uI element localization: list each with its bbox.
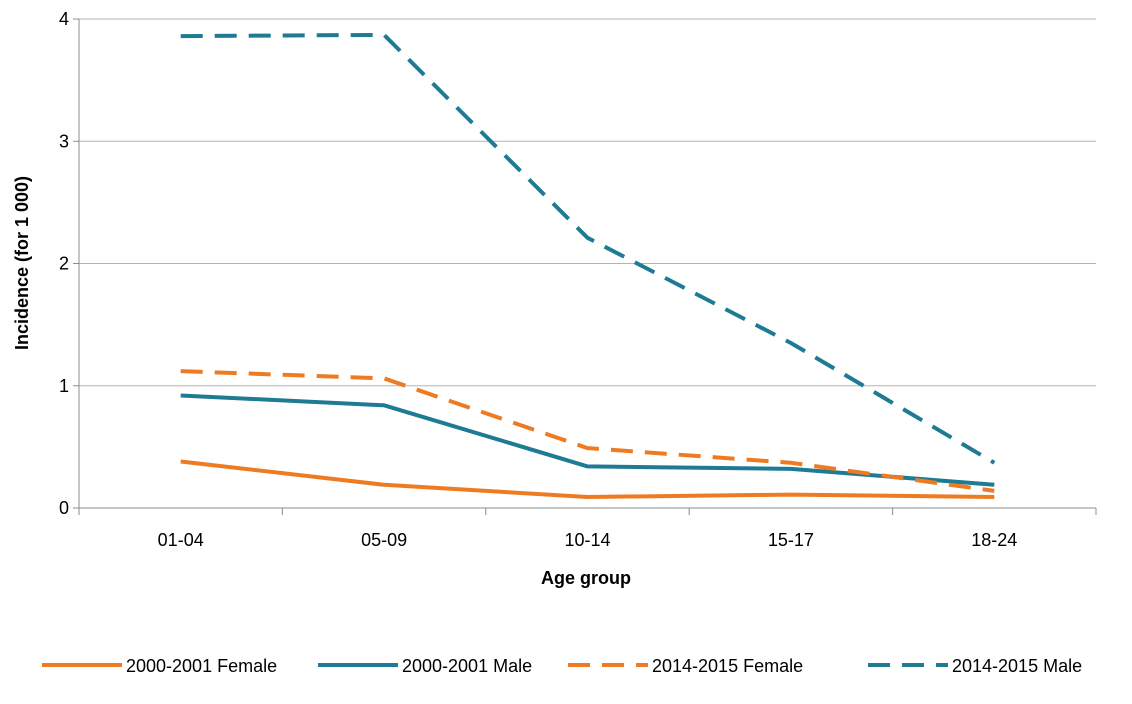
x-tick-label: 15-17 <box>768 530 814 550</box>
y-tick-label: 1 <box>59 376 69 396</box>
x-tick-label: 10-14 <box>564 530 610 550</box>
legend-label-1: 2000-2001 Male <box>402 656 532 676</box>
x-tick-label: 01-04 <box>158 530 204 550</box>
y-tick-label: 4 <box>59 9 69 29</box>
x-axis-title: Age group <box>541 568 631 588</box>
series-line-0 <box>180 459 995 499</box>
series-lines <box>180 32 996 499</box>
x-tick-label: 18-24 <box>971 530 1017 550</box>
series-line-1 <box>180 393 995 487</box>
gridlines <box>79 18 1096 387</box>
y-tick-label: 3 <box>59 131 69 151</box>
legend: 2000-2001 Female 2000-2001 Male 2014-2015 … <box>42 656 1082 676</box>
legend-label-2: 2014-2015 Female <box>652 656 803 676</box>
y-axis-title: Incidence (for 1 000) <box>12 176 32 350</box>
y-tick-label: 2 <box>59 254 69 274</box>
legend-label-0: 2000-2001 Female <box>126 656 277 676</box>
series-line-3 <box>180 32 996 465</box>
legend-label-3: 2014-2015 Male <box>952 656 1082 676</box>
series-line-2 <box>180 369 995 493</box>
x-tick-label: 05-09 <box>361 530 407 550</box>
axes: 0 1 2 3 4 01-04 05-09 10-14 15-17 18-24 <box>59 9 1097 550</box>
y-tick-label: 0 <box>59 498 69 518</box>
